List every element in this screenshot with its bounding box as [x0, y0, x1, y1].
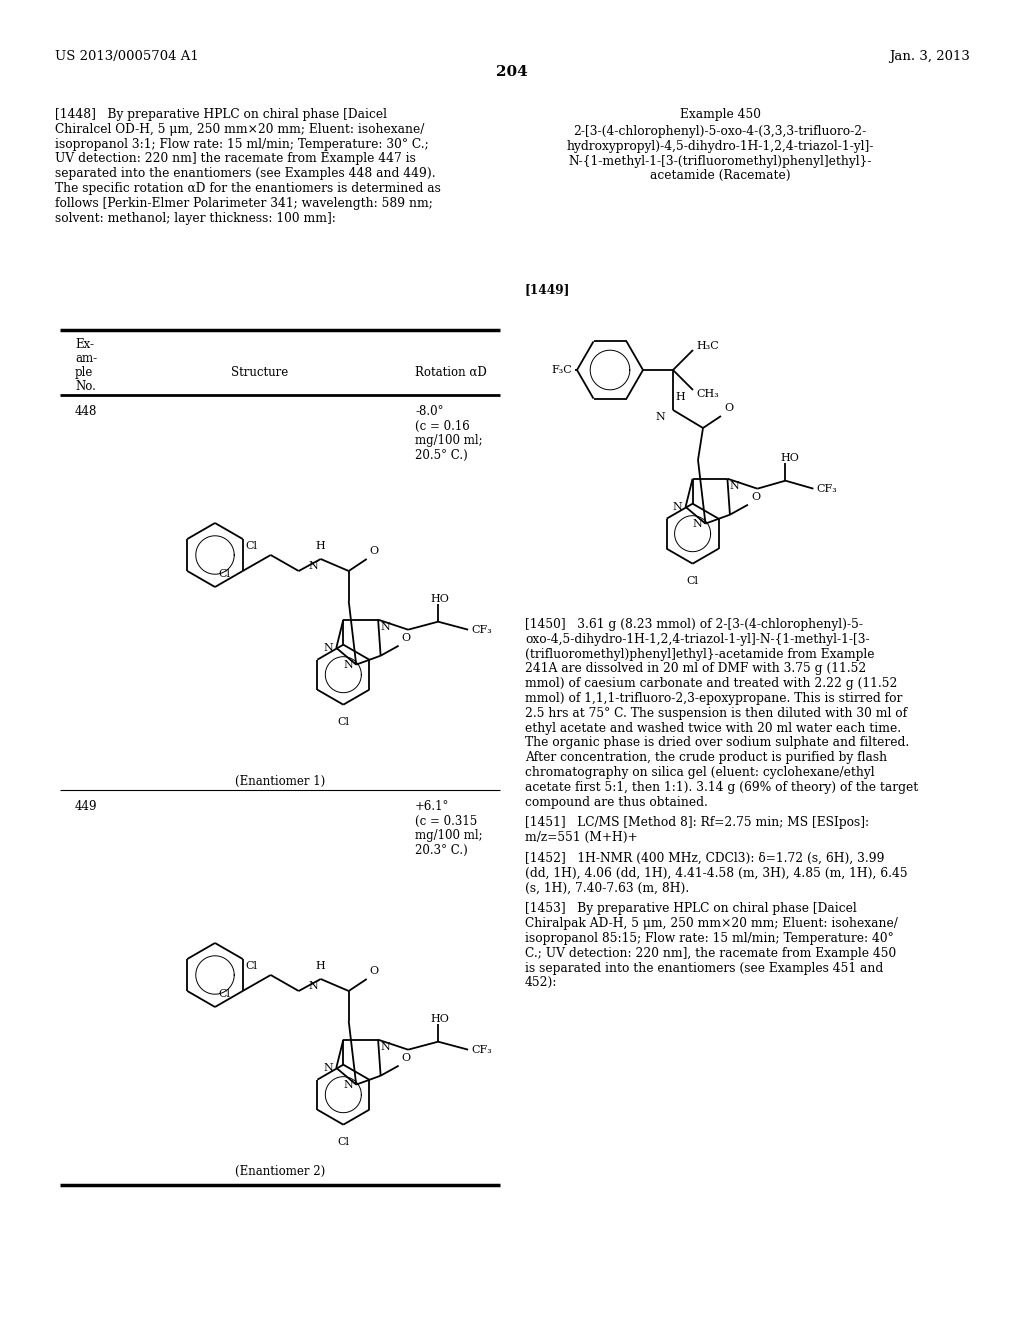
Text: [1451]   LC/MS [Method 8]: Rf=2.75 min; MS [ESIpos]:: [1451] LC/MS [Method 8]: Rf=2.75 min; MS…	[525, 816, 869, 829]
Text: acetate first 5:1, then 1:1). 3.14 g (69% of theory) of the target: acetate first 5:1, then 1:1). 3.14 g (69…	[525, 781, 919, 793]
Text: -8.0°: -8.0°	[415, 405, 443, 418]
Text: No.: No.	[75, 380, 96, 393]
Text: is separated into the enantiomers (see Examples 451 and: is separated into the enantiomers (see E…	[525, 961, 884, 974]
Text: separated into the enantiomers (see Examples 448 and 449).: separated into the enantiomers (see Exam…	[55, 168, 435, 181]
Text: +6.1°: +6.1°	[415, 800, 450, 813]
Text: [1449]: [1449]	[525, 282, 570, 296]
Text: follows [Perkin-Elmer Polarimeter 341; wavelength: 589 nm;: follows [Perkin-Elmer Polarimeter 341; w…	[55, 197, 433, 210]
Text: N: N	[729, 480, 739, 491]
Text: 204: 204	[496, 65, 528, 79]
Text: HO: HO	[780, 453, 800, 463]
Text: [1453]   By preparative HPLC on chiral phase [Daicel: [1453] By preparative HPLC on chiral pha…	[525, 903, 857, 915]
Text: 2-[3-(4-chlorophenyl)-5-oxo-4-(3,3,3-trifluoro-2-: 2-[3-(4-chlorophenyl)-5-oxo-4-(3,3,3-tri…	[573, 125, 866, 139]
Text: HO: HO	[430, 1014, 449, 1024]
Text: 449: 449	[75, 800, 97, 813]
Text: O: O	[370, 546, 379, 556]
Text: isopropanol 3:1; Flow rate: 15 ml/min; Temperature: 30° C.;: isopropanol 3:1; Flow rate: 15 ml/min; T…	[55, 137, 429, 150]
Text: mmol) of 1,1,1-trifluoro-2,3-epoxypropane. This is stirred for: mmol) of 1,1,1-trifluoro-2,3-epoxypropan…	[525, 692, 902, 705]
Text: N: N	[309, 981, 318, 991]
Text: (trifluoromethyl)phenyl]ethyl}-acetamide from Example: (trifluoromethyl)phenyl]ethyl}-acetamide…	[525, 648, 874, 660]
Text: (s, 1H), 7.40-7.63 (m, 8H).: (s, 1H), 7.40-7.63 (m, 8H).	[525, 882, 689, 895]
Text: Chiralcel OD-H, 5 μm, 250 mm×20 mm; Eluent: isohexane/: Chiralcel OD-H, 5 μm, 250 mm×20 mm; Elue…	[55, 123, 424, 136]
Text: 20.5° C.): 20.5° C.)	[415, 449, 468, 462]
Text: 452):: 452):	[525, 977, 557, 990]
Text: Example 450: Example 450	[680, 108, 761, 121]
Text: mmol) of caesium carbonate and treated with 2.22 g (11.52: mmol) of caesium carbonate and treated w…	[525, 677, 897, 690]
Text: N: N	[673, 502, 683, 512]
Text: H: H	[675, 392, 685, 403]
Text: US 2013/0005704 A1: US 2013/0005704 A1	[55, 50, 199, 63]
Text: Cl: Cl	[246, 961, 258, 972]
Text: O: O	[370, 966, 379, 975]
Text: (Enantiomer 2): (Enantiomer 2)	[234, 1166, 326, 1177]
Text: (dd, 1H), 4.06 (dd, 1H), 4.41-4.58 (m, 3H), 4.85 (m, 1H), 6.45: (dd, 1H), 4.06 (dd, 1H), 4.41-4.58 (m, 3…	[525, 867, 907, 880]
Text: N: N	[343, 660, 353, 669]
Text: N: N	[324, 1063, 333, 1073]
Text: 448: 448	[75, 405, 97, 418]
Text: N: N	[324, 643, 333, 653]
Text: Rotation αD: Rotation αD	[415, 366, 486, 379]
Text: O: O	[401, 632, 411, 643]
Text: N-{1-methyl-1-[3-(trifluoromethyl)phenyl]ethyl}-: N-{1-methyl-1-[3-(trifluoromethyl)phenyl…	[568, 154, 871, 168]
Text: Cl: Cl	[218, 569, 230, 579]
Text: N: N	[655, 412, 665, 422]
Text: O: O	[724, 403, 733, 413]
Text: ethyl acetate and washed twice with 20 ml water each time.: ethyl acetate and washed twice with 20 m…	[525, 722, 901, 735]
Text: (c = 0.315: (c = 0.315	[415, 814, 477, 828]
Text: N: N	[692, 519, 702, 528]
Text: After concentration, the crude product is purified by flash: After concentration, the crude product i…	[525, 751, 887, 764]
Text: 241A are dissolved in 20 ml of DMF with 3.75 g (11.52: 241A are dissolved in 20 ml of DMF with …	[525, 663, 866, 676]
Text: isopropanol 85:15; Flow rate: 15 ml/min; Temperature: 40°: isopropanol 85:15; Flow rate: 15 ml/min;…	[525, 932, 894, 945]
Text: UV detection: 220 nm] the racemate from Example 447 is: UV detection: 220 nm] the racemate from …	[55, 152, 416, 165]
Text: F₃C: F₃C	[551, 366, 572, 375]
Text: CF₃: CF₃	[816, 483, 838, 494]
Text: acetamide (Racemate): acetamide (Racemate)	[649, 169, 791, 182]
Text: Cl: Cl	[337, 717, 349, 727]
Text: N: N	[380, 622, 390, 632]
Text: The organic phase is dried over sodium sulphate and filtered.: The organic phase is dried over sodium s…	[525, 737, 909, 750]
Text: N: N	[380, 1041, 390, 1052]
Text: Cl: Cl	[337, 1137, 349, 1147]
Text: N: N	[309, 561, 318, 572]
Text: (c = 0.16: (c = 0.16	[415, 420, 470, 433]
Text: Ex-: Ex-	[75, 338, 94, 351]
Text: HO: HO	[430, 594, 449, 603]
Text: The specific rotation αD for the enantiomers is determined as: The specific rotation αD for the enantio…	[55, 182, 441, 195]
Text: Cl: Cl	[218, 989, 230, 999]
Text: Jan. 3, 2013: Jan. 3, 2013	[889, 50, 970, 63]
Text: compound are thus obtained.: compound are thus obtained.	[525, 796, 708, 809]
Text: 2.5 hrs at 75° C. The suspension is then diluted with 30 ml of: 2.5 hrs at 75° C. The suspension is then…	[525, 706, 907, 719]
Text: [1450]   3.61 g (8.23 mmol) of 2-[3-(4-chlorophenyl)-5-: [1450] 3.61 g (8.23 mmol) of 2-[3-(4-chl…	[525, 618, 863, 631]
Text: O: O	[751, 492, 760, 502]
Text: N: N	[343, 1080, 353, 1089]
Text: ple: ple	[75, 366, 93, 379]
Text: [1448]   By preparative HPLC on chiral phase [Daicel: [1448] By preparative HPLC on chiral pha…	[55, 108, 387, 121]
Text: solvent: methanol; layer thickness: 100 mm]:: solvent: methanol; layer thickness: 100 …	[55, 211, 336, 224]
Text: am-: am-	[75, 352, 97, 366]
Text: chromatography on silica gel (eluent: cyclohexane/ethyl: chromatography on silica gel (eluent: cy…	[525, 766, 874, 779]
Text: Structure: Structure	[231, 366, 289, 379]
Text: Cl: Cl	[246, 541, 258, 550]
Text: hydroxypropyl)-4,5-dihydro-1H-1,2,4-triazol-1-yl]-: hydroxypropyl)-4,5-dihydro-1H-1,2,4-tria…	[566, 140, 873, 153]
Text: O: O	[401, 1053, 411, 1063]
Text: Chiralpak AD-H, 5 μm, 250 mm×20 mm; Eluent: isohexane/: Chiralpak AD-H, 5 μm, 250 mm×20 mm; Elue…	[525, 917, 898, 931]
Text: mg/100 ml;: mg/100 ml;	[415, 434, 482, 447]
Text: H: H	[315, 961, 326, 972]
Text: Cl: Cl	[687, 576, 698, 586]
Text: [1452]   1H-NMR (400 MHz, CDCl3): δ=1.72 (s, 6H), 3.99: [1452] 1H-NMR (400 MHz, CDCl3): δ=1.72 (…	[525, 851, 885, 865]
Text: C.; UV detection: 220 nm], the racemate from Example 450: C.; UV detection: 220 nm], the racemate …	[525, 946, 896, 960]
Text: CH₃: CH₃	[696, 389, 719, 399]
Text: H: H	[315, 541, 326, 550]
Text: CF₃: CF₃	[471, 1044, 492, 1055]
Text: H₃C: H₃C	[696, 341, 719, 351]
Text: (Enantiomer 1): (Enantiomer 1)	[234, 775, 326, 788]
Text: 20.3° C.): 20.3° C.)	[415, 843, 468, 857]
Text: mg/100 ml;: mg/100 ml;	[415, 829, 482, 842]
Text: CF₃: CF₃	[471, 624, 492, 635]
Text: m/z=551 (M+H)+: m/z=551 (M+H)+	[525, 832, 638, 845]
Text: oxo-4,5-dihydro-1H-1,2,4-triazol-1-yl]-N-{1-methyl-1-[3-: oxo-4,5-dihydro-1H-1,2,4-triazol-1-yl]-N…	[525, 632, 869, 645]
